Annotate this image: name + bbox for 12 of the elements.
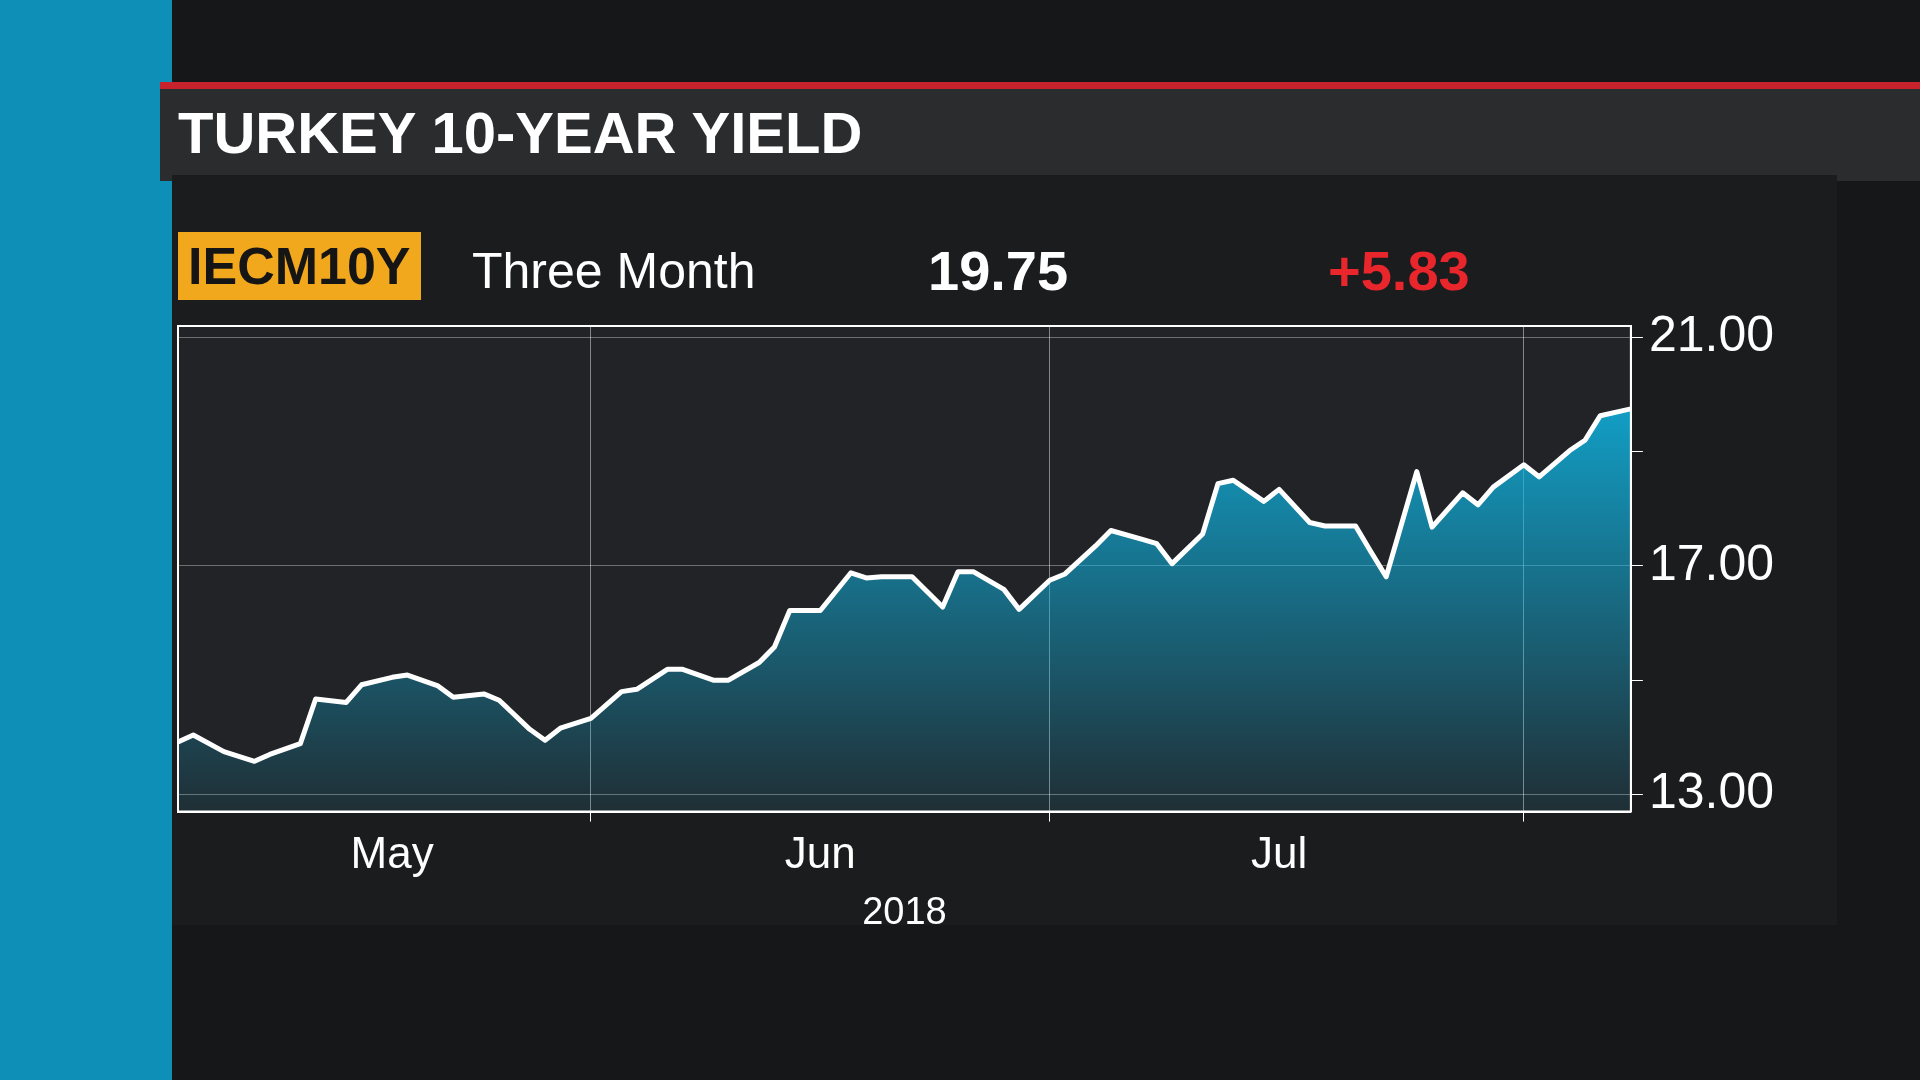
text: +5.83 — [1328, 238, 1470, 303]
chart-title: TURKEY 10-YEAR YIELD — [178, 99, 863, 166]
y-tick-label: 17.00 — [1648, 534, 1774, 591]
y-tick-label: 21.00 — [1648, 306, 1774, 363]
x-tick-label: May — [350, 828, 434, 878]
text: IECM10Y — [178, 232, 421, 300]
x-tick-label: Jul — [1251, 828, 1308, 878]
y-tick-label: 13.00 — [1648, 763, 1774, 820]
text: Three Month — [472, 242, 756, 300]
x-axis-title: 2018 — [862, 889, 947, 932]
x-tick-label: Jun — [784, 828, 856, 878]
text: 19.75 — [928, 238, 1069, 303]
